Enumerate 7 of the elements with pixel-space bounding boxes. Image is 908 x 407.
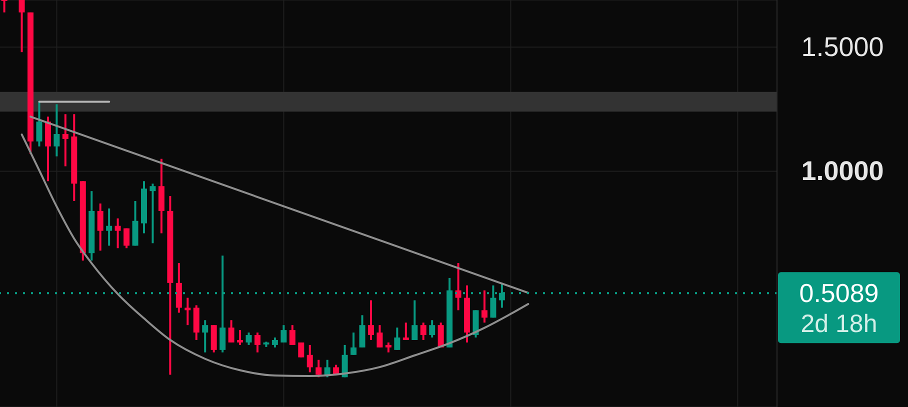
ref-line-label: 0.5089 [799, 278, 879, 308]
y-tick-label: 1.5000 [801, 32, 884, 62]
y-tick-label: 1.0000 [801, 156, 884, 186]
line-series [20, 134, 530, 377]
candlestick [150, 184, 156, 244]
text: 2d 18h [800, 310, 878, 338]
candlestick [1, 0, 8, 12]
